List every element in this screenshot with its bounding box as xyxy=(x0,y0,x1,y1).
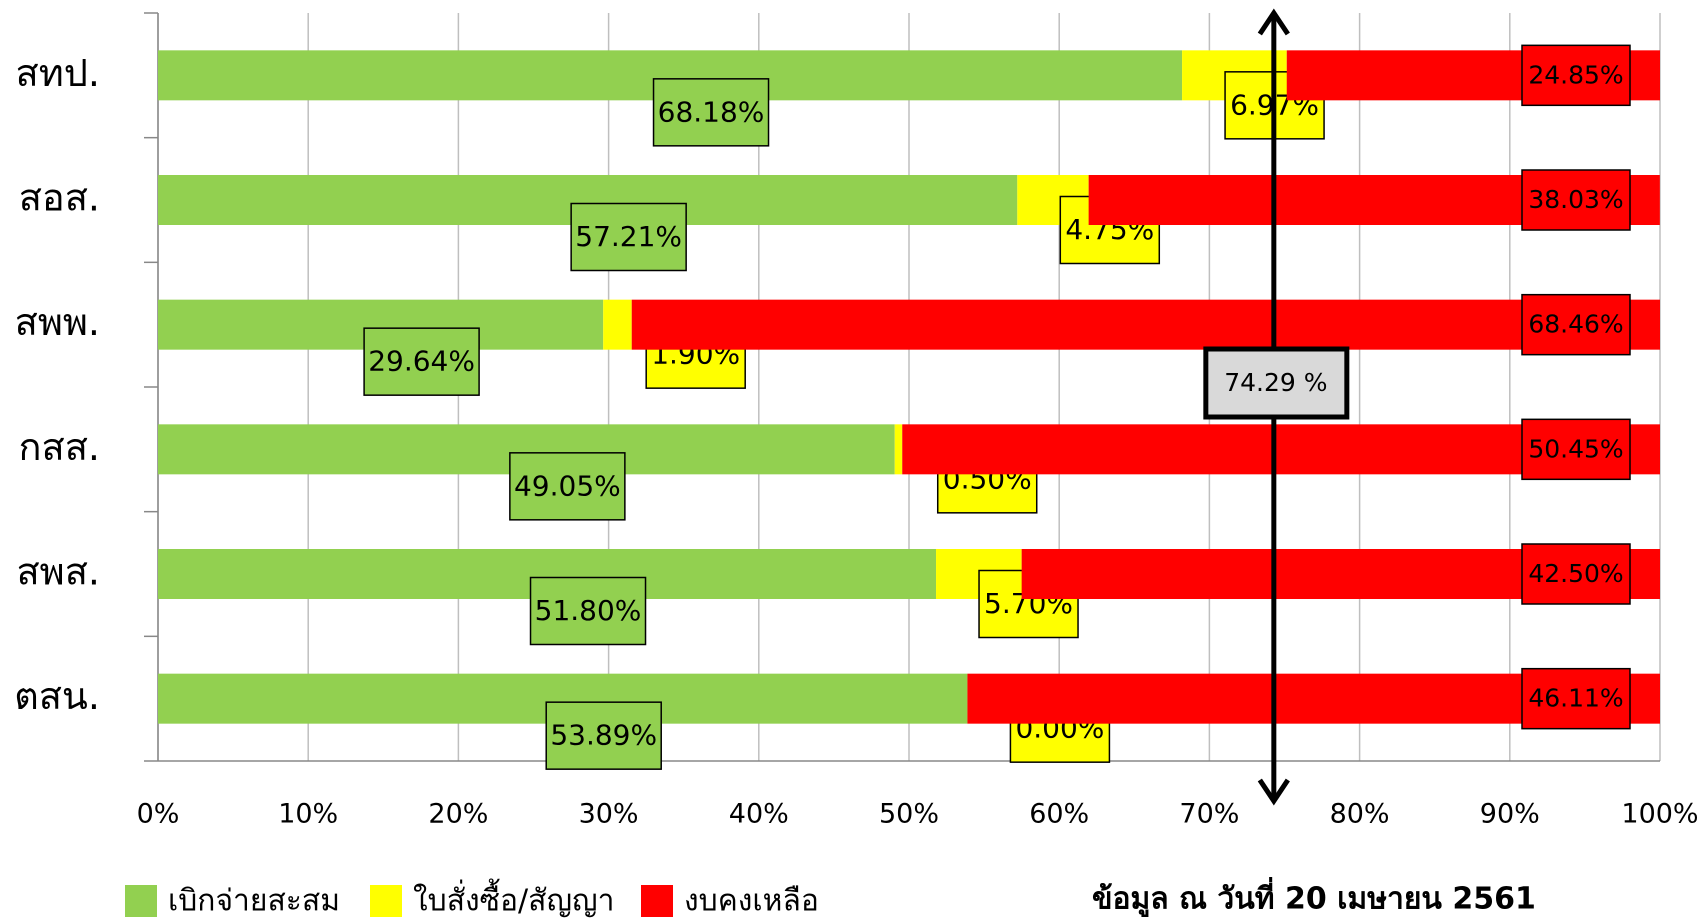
data-label-box xyxy=(1521,44,1631,107)
data-label-box xyxy=(1521,293,1631,356)
data-label: 57.21% xyxy=(575,220,682,253)
bar-segment xyxy=(603,299,632,350)
x-tick-label: 0% xyxy=(137,799,180,830)
x-tick-label: 60% xyxy=(1029,799,1089,830)
data-label-box xyxy=(570,202,687,272)
reference-label-box xyxy=(1203,346,1350,420)
legend-swatch xyxy=(125,885,157,917)
data-label: 29.64% xyxy=(368,345,475,378)
data-label-box xyxy=(545,701,662,770)
data-label-box xyxy=(1521,667,1631,730)
x-tick-label: 40% xyxy=(729,799,789,830)
bar-segment xyxy=(631,299,1661,350)
data-label: 53.89% xyxy=(550,719,657,752)
data-label: 46.11% xyxy=(1528,684,1623,713)
category-label: ตสน. xyxy=(14,674,100,718)
legend-label: เบิกจ่ายสะสม xyxy=(168,884,340,919)
x-tick-label: 80% xyxy=(1330,799,1390,830)
x-tick-label: 70% xyxy=(1179,799,1239,830)
x-tick-label: 50% xyxy=(879,799,939,830)
data-label: 42.50% xyxy=(1528,559,1623,588)
data-label-box xyxy=(1521,543,1631,605)
data-label: 24.85% xyxy=(1528,60,1623,89)
x-tick-label: 30% xyxy=(579,799,639,830)
data-label-box xyxy=(1521,418,1631,481)
data-label-box xyxy=(509,452,626,521)
data-label: 51.80% xyxy=(535,594,642,627)
legend-label: งบคงเหลือ xyxy=(684,884,819,919)
data-label: 49.05% xyxy=(514,469,621,502)
data-label: 50.45% xyxy=(1528,434,1623,463)
data-label-box xyxy=(363,327,480,396)
category-label: สพส. xyxy=(16,550,100,594)
data-label: 68.46% xyxy=(1528,310,1623,339)
data-label: 68.18% xyxy=(658,95,765,128)
category-label: สทป. xyxy=(16,51,100,95)
data-label: 38.03% xyxy=(1528,185,1623,214)
category-label: กสส. xyxy=(19,425,100,469)
reference-label: 74.29 % xyxy=(1224,368,1327,397)
data-label-box xyxy=(1521,169,1631,231)
category-label: สพพ. xyxy=(15,300,100,344)
data-label-box xyxy=(652,78,770,147)
x-tick-label: 90% xyxy=(1480,799,1540,830)
annotation: ข้อมูล ณ วันที่ 20 เมษายน 2561 xyxy=(1092,877,1536,918)
legend-swatch xyxy=(370,885,402,917)
x-tick-label: 100% xyxy=(1621,799,1698,830)
arrow-head xyxy=(1257,778,1290,806)
bar-segment xyxy=(894,424,903,475)
x-tick-label: 20% xyxy=(428,799,488,830)
legend-swatch xyxy=(641,885,673,917)
data-label-box xyxy=(529,576,647,646)
category-label: สอส. xyxy=(19,176,100,220)
legend-label: ใบสั่งซื้อ/สัญญา xyxy=(413,879,614,919)
x-tick-label: 10% xyxy=(278,799,338,830)
arrow-head xyxy=(1257,8,1290,36)
